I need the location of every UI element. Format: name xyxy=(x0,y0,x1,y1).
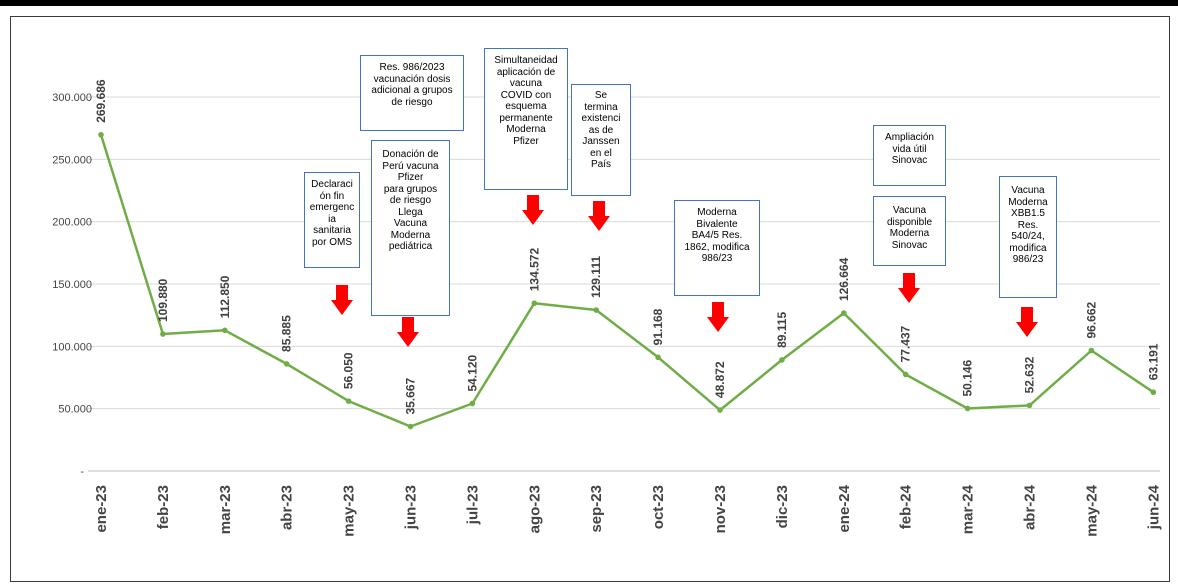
data-label: 54.120 xyxy=(465,355,479,392)
annotation-res-986: Res. 986/2023 vacunación dosis adicional… xyxy=(360,55,464,131)
data-point xyxy=(717,407,723,413)
data-label: 50.146 xyxy=(961,359,975,396)
annotation-moderna-bivalente: Moderna Bivalente BA4/5 Res. 1862, modif… xyxy=(674,200,760,296)
y-tick-label: - xyxy=(80,466,84,478)
y-tick-label: 300.000 xyxy=(52,92,92,104)
annotation-moderna-xbb: Vacuna Moderna XBB1.5 Res. 540/24, modif… xyxy=(999,176,1057,298)
top-border-strip xyxy=(0,0,1178,6)
y-tick-label: 200.000 xyxy=(52,217,92,229)
annotation-moderna-sinovac: Vacuna disponible Moderna Sinovac xyxy=(873,196,946,266)
data-point xyxy=(1150,389,1157,396)
data-point xyxy=(902,371,909,378)
x-tick-label: sep-23 xyxy=(588,485,605,533)
data-point xyxy=(1026,402,1033,409)
data-label: 134.572 xyxy=(527,248,541,292)
data-point xyxy=(964,405,971,412)
x-tick-label: abr-24 xyxy=(1022,484,1039,530)
x-tick-label: jun-23 xyxy=(403,485,420,530)
data-label: 269.686 xyxy=(94,79,108,123)
data-label: 56.050 xyxy=(342,352,356,389)
down-arrow-icon xyxy=(588,201,610,231)
down-arrow-icon xyxy=(1016,307,1038,337)
data-point xyxy=(1088,347,1095,354)
data-label: 52.632 xyxy=(1023,356,1037,393)
data-label: 126.664 xyxy=(837,257,851,301)
x-tick-label: may-24 xyxy=(1083,484,1100,536)
data-label: 48.872 xyxy=(713,361,727,398)
x-tick-label: mar-23 xyxy=(217,485,234,534)
data-point xyxy=(222,327,228,334)
data-point xyxy=(531,300,538,307)
annotation-ampliacion-sinovac: Ampliación vida útil Sinovac xyxy=(873,125,946,186)
x-tick-label: oct-23 xyxy=(650,485,667,529)
y-tick-label: 150.000 xyxy=(52,279,92,291)
data-label: 63.191 xyxy=(1146,343,1160,380)
x-tick-label: may-23 xyxy=(341,485,358,537)
data-point xyxy=(655,354,661,361)
x-tick-label: feb-24 xyxy=(898,484,915,529)
data-label: 91.168 xyxy=(651,308,665,345)
data-point xyxy=(469,400,476,407)
y-tick-label: 250.000 xyxy=(52,154,92,166)
data-point xyxy=(841,310,847,316)
data-label: 109.880 xyxy=(156,278,170,322)
down-arrow-icon xyxy=(397,317,419,347)
data-label: 85.885 xyxy=(280,315,294,352)
x-tick-label: ene-23 xyxy=(93,485,110,533)
y-tick-label: 100.000 xyxy=(52,341,92,353)
data-label: 35.667 xyxy=(404,378,418,415)
down-arrow-icon xyxy=(522,195,544,225)
x-tick-label: feb-23 xyxy=(155,485,172,529)
y-tick-label: 50.000 xyxy=(58,404,92,416)
data-point xyxy=(593,307,599,313)
data-label: 96.662 xyxy=(1084,301,1098,338)
data-point xyxy=(779,357,785,363)
data-point xyxy=(98,131,104,138)
data-label: 89.115 xyxy=(775,312,789,348)
data-point xyxy=(283,361,290,367)
x-tick-label: ene-24 xyxy=(836,484,853,532)
x-tick-label: ago-23 xyxy=(526,485,543,533)
data-label: 112.850 xyxy=(218,275,232,318)
annotation-simultaneidad: Simultaneidad aplicación de vacuna COVID… xyxy=(484,48,568,190)
series-line xyxy=(99,134,1154,428)
down-arrow-icon xyxy=(331,285,353,315)
annotation-donacion: Donación de Perú vacuna Pfizer para grup… xyxy=(371,140,450,316)
down-arrow-icon xyxy=(707,302,729,332)
x-tick-label: nov-23 xyxy=(712,485,729,533)
x-tick-label: dic-23 xyxy=(774,485,791,528)
x-tick-label: jul-23 xyxy=(464,485,481,525)
data-label: 77.437 xyxy=(899,325,913,362)
down-arrow-icon xyxy=(898,273,920,303)
x-tick-label: jun-24 xyxy=(1145,484,1162,530)
data-label: 129.111 xyxy=(589,256,603,298)
data-point xyxy=(345,398,352,404)
data-point xyxy=(160,331,166,337)
annotation-janssen: Se termina existenci as de Janssen en el… xyxy=(571,84,631,196)
x-tick-label: abr-23 xyxy=(279,485,296,530)
annotation-declaracion-oms: Declaraci ón fin emergenc ia sanitaria p… xyxy=(304,172,360,268)
data-point xyxy=(407,423,414,430)
x-tick-label: mar-24 xyxy=(960,484,977,534)
